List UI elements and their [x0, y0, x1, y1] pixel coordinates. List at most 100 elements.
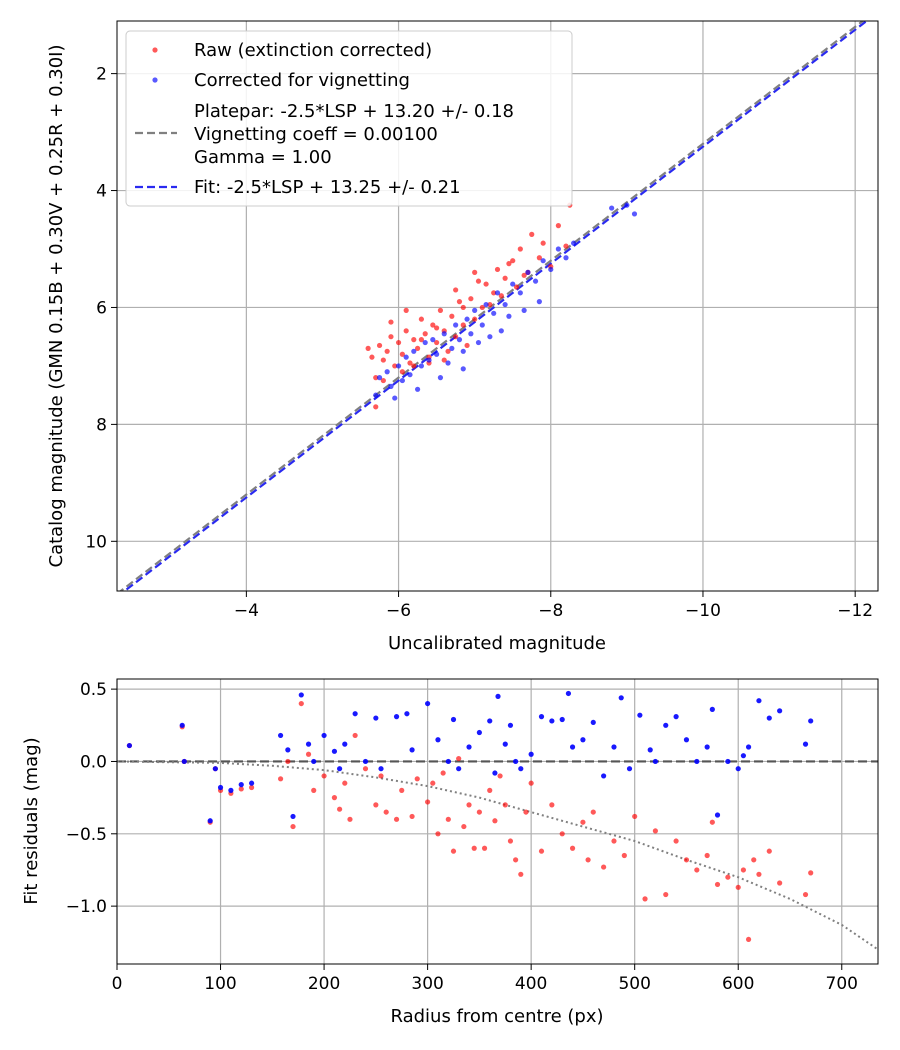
- corrected-residual-point: [714, 812, 721, 818]
- raw-residual-point: [383, 809, 389, 815]
- top-x-tick-label: −12: [837, 601, 873, 621]
- raw-residual-point: [487, 787, 493, 793]
- raw-residual-point: [709, 819, 715, 825]
- raw-residual-point: [497, 773, 503, 779]
- raw-point: [487, 301, 493, 308]
- legend-raw-label: Raw (extinction corrected): [194, 40, 432, 61]
- raw-residual-point: [751, 857, 757, 863]
- raw-residual-point: [347, 816, 353, 822]
- corrected-residual-point: [337, 766, 343, 772]
- legend-raw-marker: [152, 47, 158, 53]
- raw-point: [449, 313, 455, 319]
- raw-point: [491, 290, 497, 296]
- corrected-residual-point: [466, 744, 472, 750]
- bottom-y-ticks: 0.5 0.0 −0.5 −1.0: [66, 680, 117, 917]
- corrected-residual-point: [126, 742, 133, 749]
- bottom-x-axis-label: Radius from centre (px): [390, 1006, 603, 1027]
- corrected-residual-point: [725, 758, 731, 765]
- corrected-point: [395, 363, 402, 369]
- corrected-point: [376, 375, 383, 381]
- corrected-point: [555, 246, 561, 252]
- bottom-x-tick-label: 0: [112, 974, 123, 994]
- corrected-residual-point: [735, 766, 741, 772]
- raw-residual-point: [745, 936, 752, 943]
- raw-residual-point: [342, 780, 348, 786]
- raw-residual-point: [238, 786, 244, 792]
- raw-residual-point: [585, 857, 591, 863]
- raw-point: [540, 240, 546, 246]
- raw-point: [472, 316, 478, 322]
- raw-residual-point: [714, 881, 721, 888]
- corrected-point: [449, 345, 455, 351]
- raw-residual-point: [362, 766, 369, 772]
- raw-residual-point: [378, 773, 384, 779]
- corrected-residual-point: [495, 693, 501, 699]
- bottom-y-tick-label: 0.0: [80, 752, 107, 772]
- raw-point: [529, 231, 535, 237]
- raw-residual-point: [466, 802, 472, 808]
- corrected-point: [403, 354, 409, 360]
- raw-residual-point: [399, 787, 405, 793]
- corrected-point: [609, 205, 615, 211]
- corrected-residual-point: [580, 737, 586, 743]
- raw-point: [430, 322, 436, 328]
- corrected-point: [437, 375, 444, 381]
- raw-residual-point: [425, 799, 431, 805]
- legend-corrected-marker: [152, 77, 158, 83]
- corrected-residual-point: [342, 741, 348, 747]
- corrected-residual-point: [626, 766, 633, 772]
- corrected-residual-point: [647, 747, 653, 753]
- raw-residual-point: [456, 755, 462, 762]
- raw-residual-point: [440, 770, 446, 776]
- corrected-point: [525, 269, 531, 275]
- corrected-residual-point: [618, 695, 624, 701]
- corrected-residual-point: [378, 766, 384, 772]
- corrected-point: [532, 278, 539, 284]
- corrected-point: [494, 290, 501, 296]
- corrected-residual-point: [808, 718, 814, 724]
- corrected-point: [426, 357, 432, 363]
- bottom-axes-frame: [116, 678, 879, 965]
- corrected-point: [414, 386, 421, 392]
- bottom-y-tick-label: −1.0: [66, 897, 107, 917]
- bottom-x-tick-label: 200: [308, 974, 340, 994]
- corrected-residual-point: [549, 718, 555, 724]
- raw-point: [388, 334, 394, 340]
- raw-residual-point: [461, 823, 467, 830]
- raw-point: [494, 266, 501, 273]
- corrected-residual-point: [248, 780, 255, 786]
- corrected-point: [399, 377, 405, 384]
- raw-point: [418, 337, 424, 343]
- raw-point: [407, 360, 413, 366]
- corrected-point: [475, 339, 482, 346]
- raw-residual-point: [507, 838, 514, 844]
- raw-residual-point: [393, 816, 400, 822]
- raw-point: [384, 348, 390, 354]
- corrected-residual-point: [305, 741, 312, 747]
- bottom-x-tick-label: 100: [204, 974, 236, 994]
- raw-point: [403, 307, 409, 313]
- top-x-tick-label: −10: [685, 601, 721, 621]
- legend-gamma-label: Gamma = 1.00: [194, 147, 332, 168]
- bottom-lines: [117, 760, 878, 951]
- raw-residual-point: [725, 874, 731, 880]
- raw-residual-point: [337, 806, 343, 812]
- raw-point: [460, 304, 466, 311]
- raw-point: [517, 246, 523, 252]
- raw-residual-point: [528, 780, 534, 786]
- corrected-point: [479, 322, 485, 328]
- corrected-residual-point: [298, 692, 304, 698]
- corrected-point: [502, 301, 508, 308]
- raw-residual-point: [777, 880, 783, 886]
- corrected-point: [624, 202, 630, 208]
- corrected-residual-point: [673, 714, 679, 720]
- corrected-point: [506, 313, 512, 319]
- corrected-point: [483, 301, 489, 308]
- corrected-residual-point: [373, 715, 379, 721]
- raw-point: [506, 261, 512, 267]
- raw-point: [483, 281, 489, 287]
- raw-residual-point: [580, 819, 586, 825]
- corrected-residual-point: [362, 758, 369, 765]
- raw-point: [388, 319, 394, 325]
- corrected-residual-point: [766, 715, 772, 721]
